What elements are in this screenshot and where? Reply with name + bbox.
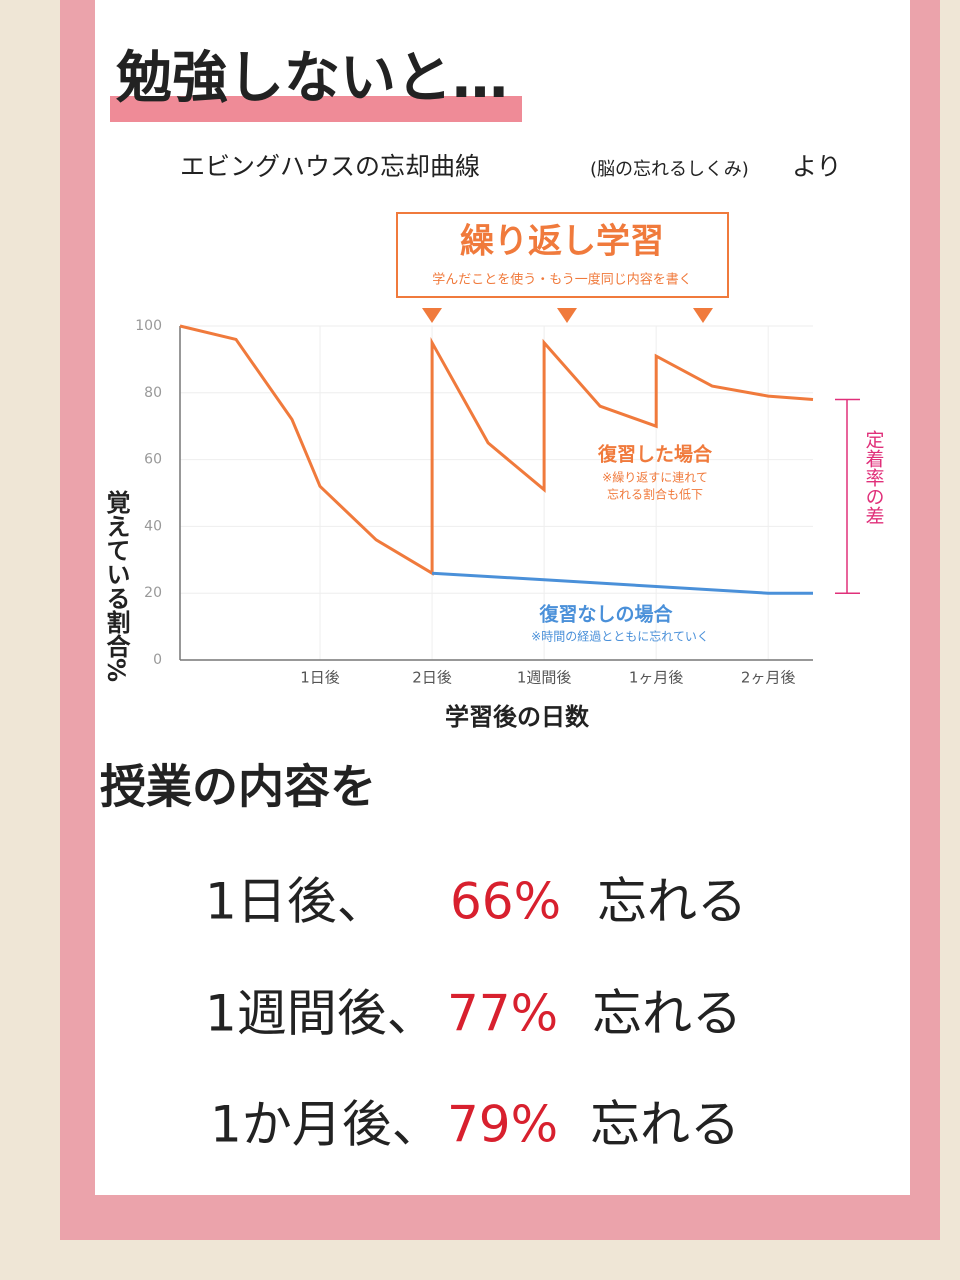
y-tick-label: 60 bbox=[144, 452, 162, 468]
row-text: 1日後、 bbox=[205, 873, 387, 931]
line bbox=[179, 324, 814, 576]
poster-paper bbox=[95, 0, 910, 1195]
y-tick-label: 100 bbox=[135, 318, 162, 334]
pointer bbox=[693, 308, 713, 323]
y-tick-label: 40 bbox=[144, 518, 162, 534]
x-tick-label: 1ヶ月後 bbox=[629, 669, 684, 687]
subtitle-note: (脳の忘れるしくみ) bbox=[590, 159, 749, 180]
x-tick-label: 1日後 bbox=[300, 669, 340, 687]
row-text: 忘れる bbox=[597, 873, 747, 931]
title-underline bbox=[110, 96, 522, 122]
subtitle-end: より bbox=[792, 152, 842, 181]
pointer bbox=[557, 308, 577, 323]
row-text: 1週間後、 bbox=[205, 985, 437, 1043]
line bbox=[432, 571, 813, 595]
series-label: 復習した場合 bbox=[597, 443, 713, 466]
y-axis-label: 覚えている割合% bbox=[102, 489, 130, 682]
heading: 授業の内容を bbox=[100, 760, 376, 814]
x-tick-label: 1週間後 bbox=[517, 669, 572, 687]
title: 勉強しないと… bbox=[116, 46, 508, 111]
y-tick-label: 80 bbox=[144, 385, 162, 401]
y-tick-label: 0 bbox=[153, 652, 162, 668]
series-note: ※時間の経過とともに忘れていく bbox=[531, 629, 709, 644]
rows: 1日後、 66% 忘れる 1週間後、 77% 忘れる 1か月後、 79% 忘れる bbox=[205, 873, 747, 1154]
callout-box bbox=[396, 212, 729, 298]
subtitle: エビングハウスの忘却曲線 bbox=[180, 152, 480, 181]
forget-rate: 79% bbox=[447, 1096, 558, 1154]
row-text: 1か月後、 bbox=[210, 1096, 442, 1154]
series-note: ※繰り返すに連れて bbox=[602, 471, 708, 485]
pointer bbox=[422, 308, 442, 323]
gap-label: 定着率の差 bbox=[863, 430, 885, 525]
gap-bracket bbox=[835, 398, 860, 594]
forget-rate: 77% bbox=[447, 985, 558, 1043]
chart: 0 20 40 60 80 100 1日後 2日後 1週間後 1ヶ月後 2ヶ月後 復習した場合 ※繰り返… bbox=[135, 318, 884, 687]
row-text: 忘れる bbox=[590, 1096, 740, 1154]
x-axis-label: 学習後の日数 bbox=[445, 703, 590, 731]
x-tick-label: 2日後 bbox=[412, 669, 452, 687]
row-text: 忘れる bbox=[592, 985, 742, 1043]
callout-subtitle: 学んだことを使う・もう一度同じ内容を書く bbox=[432, 272, 692, 288]
callout-title: 繰り返し学習 bbox=[460, 222, 664, 262]
series-note: 忘れる割合も低下 bbox=[607, 487, 703, 502]
y-tick-label: 20 bbox=[144, 585, 162, 601]
forget-rate: 66% bbox=[450, 873, 561, 931]
x-tick-label: 2ヶ月後 bbox=[741, 669, 796, 687]
series-label: 復習なしの場合 bbox=[538, 603, 673, 626]
